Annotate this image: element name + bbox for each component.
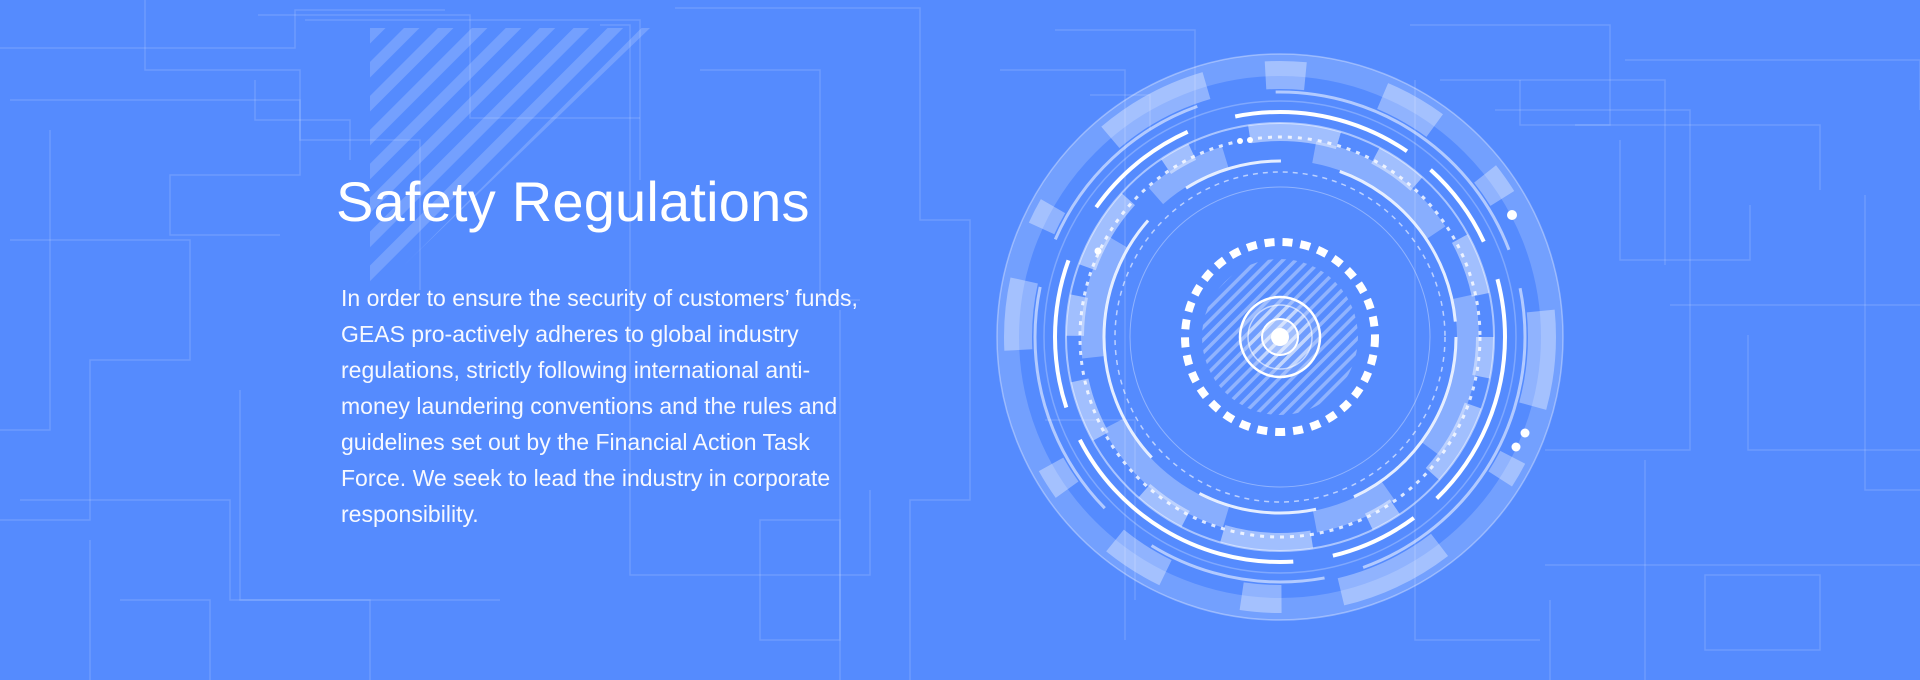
safety-section: Safety Regulations In order to ensure th… (336, 168, 876, 555)
tech-dial-illustration (996, 53, 1564, 621)
page-title: Safety Regulations (336, 170, 810, 233)
section-description: In order to ensure the security of custo… (341, 285, 858, 527)
hatch-decoration (370, 28, 650, 298)
